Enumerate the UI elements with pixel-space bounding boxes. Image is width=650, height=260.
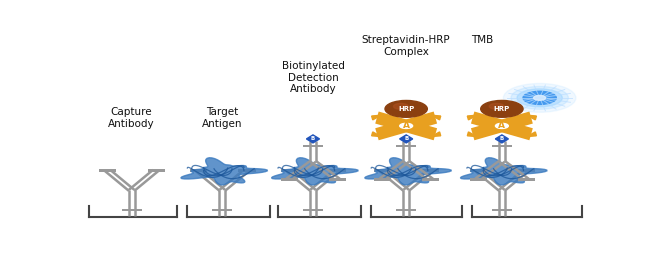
Polygon shape (400, 135, 413, 143)
Circle shape (400, 123, 413, 128)
Circle shape (503, 83, 576, 112)
Polygon shape (272, 158, 358, 185)
Circle shape (385, 100, 427, 117)
Text: B: B (311, 136, 315, 141)
Text: A: A (402, 121, 410, 131)
Text: Target
Antigen: Target Antigen (202, 107, 242, 129)
Text: Streptavidin-HRP
Complex: Streptavidin-HRP Complex (362, 35, 450, 57)
Text: Biotinylated
Detection
Antibody: Biotinylated Detection Antibody (281, 61, 344, 94)
Circle shape (393, 103, 408, 109)
Polygon shape (372, 115, 381, 120)
Polygon shape (306, 135, 320, 143)
Circle shape (534, 95, 546, 100)
Text: TMB: TMB (471, 35, 493, 45)
Polygon shape (460, 158, 547, 185)
Circle shape (523, 91, 556, 105)
Polygon shape (467, 115, 477, 120)
Text: B: B (500, 136, 504, 141)
Text: B: B (404, 136, 408, 141)
Polygon shape (181, 158, 267, 185)
Text: HRP: HRP (494, 106, 510, 112)
Polygon shape (467, 132, 477, 136)
Polygon shape (372, 132, 381, 136)
Polygon shape (495, 135, 508, 143)
Circle shape (511, 87, 568, 109)
Polygon shape (431, 115, 441, 120)
Polygon shape (431, 132, 441, 136)
Polygon shape (527, 132, 536, 136)
Polygon shape (365, 158, 451, 185)
Circle shape (481, 100, 523, 117)
Circle shape (489, 103, 504, 109)
Circle shape (495, 123, 508, 128)
Circle shape (517, 89, 562, 107)
Polygon shape (527, 115, 536, 120)
Text: Capture
Antibody: Capture Antibody (109, 107, 155, 129)
Text: HRP: HRP (398, 106, 414, 112)
Text: A: A (499, 121, 506, 131)
